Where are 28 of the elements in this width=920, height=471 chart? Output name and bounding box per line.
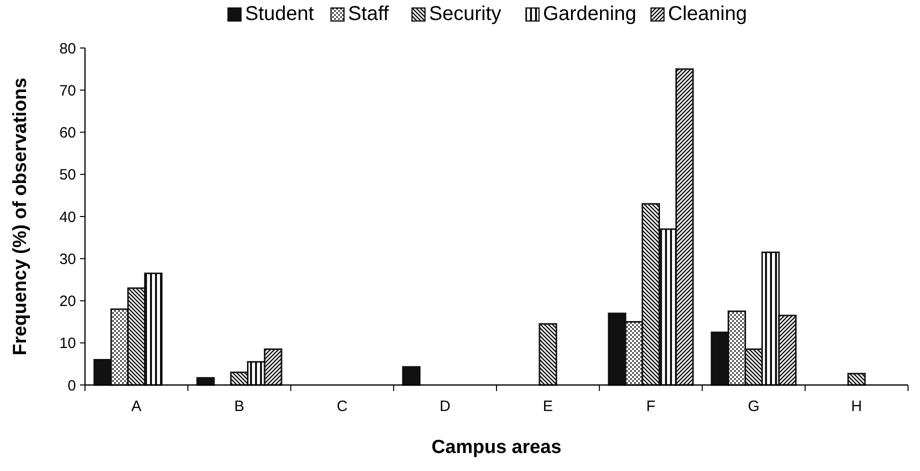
x-tick-label: C [336, 398, 348, 415]
bar [847, 372, 866, 386]
y-tick-label: 10 [59, 335, 76, 352]
legend-label: Cleaning [668, 3, 747, 25]
y-tick-label: 50 [59, 166, 76, 184]
x-tick-label: B [234, 398, 244, 415]
y-axis-title: Frequency (%) of observations [10, 78, 31, 356]
legend-label: Staff [348, 3, 390, 25]
x-axis-title: Campus areas [432, 437, 562, 458]
bar [196, 377, 215, 386]
x-tick-label: F [646, 398, 656, 415]
bar [402, 366, 421, 386]
y-tick-label: 60 [59, 124, 76, 142]
legend-label: Student [245, 3, 314, 25]
x-tick-label: G [748, 398, 760, 415]
legend-label: Gardening [543, 3, 636, 25]
x-tick-label: D [440, 398, 451, 415]
legend-label: Security [429, 3, 502, 25]
x-tick-label: H [851, 398, 862, 415]
bar [538, 323, 558, 386]
y-tick-label: 40 [59, 208, 76, 226]
y-tick-label: 0 [68, 377, 76, 394]
x-tick-label: A [131, 398, 142, 415]
y-tick-label: 30 [59, 250, 76, 268]
y-tick-label: 20 [59, 293, 76, 310]
x-tick-label: E [542, 398, 553, 415]
y-tick-label: 70 [59, 82, 76, 100]
y-tick-label: 80 [59, 40, 76, 58]
